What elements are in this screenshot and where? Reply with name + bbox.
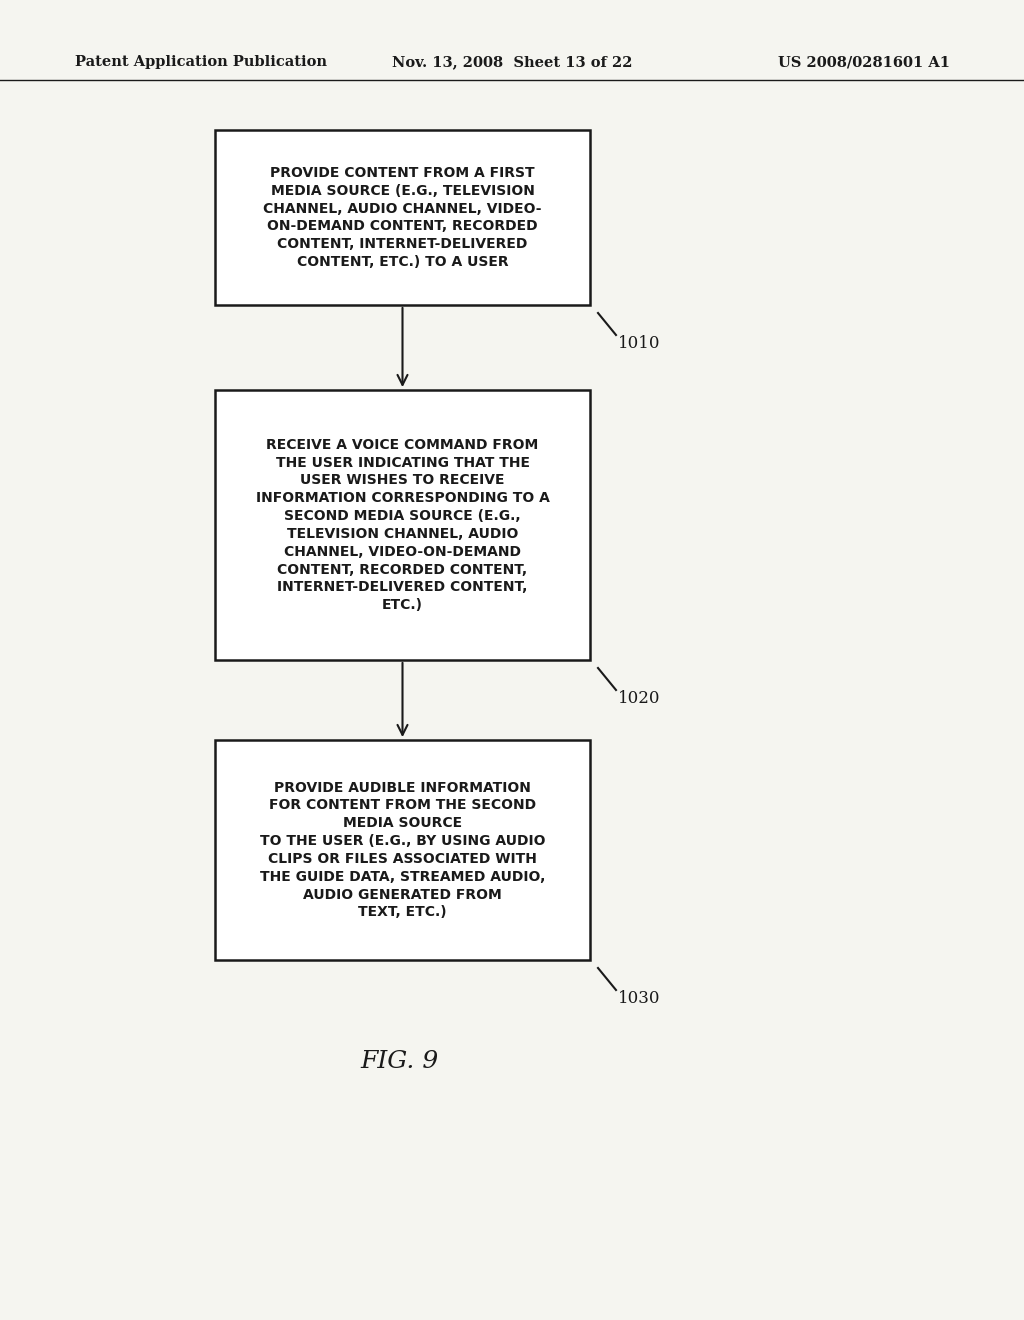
Text: 1020: 1020 xyxy=(618,690,660,708)
Bar xyxy=(215,741,590,960)
Text: 1010: 1010 xyxy=(618,335,660,352)
Text: PROVIDE CONTENT FROM A FIRST
MEDIA SOURCE (E.G., TELEVISION
CHANNEL, AUDIO CHANN: PROVIDE CONTENT FROM A FIRST MEDIA SOURC… xyxy=(263,166,542,269)
Text: Nov. 13, 2008  Sheet 13 of 22: Nov. 13, 2008 Sheet 13 of 22 xyxy=(392,55,632,69)
Text: US 2008/0281601 A1: US 2008/0281601 A1 xyxy=(778,55,950,69)
Text: 1030: 1030 xyxy=(618,990,660,1007)
Bar xyxy=(215,129,590,305)
Text: Patent Application Publication: Patent Application Publication xyxy=(75,55,327,69)
Text: FIG. 9: FIG. 9 xyxy=(360,1049,439,1073)
Text: PROVIDE AUDIBLE INFORMATION
FOR CONTENT FROM THE SECOND
MEDIA SOURCE
TO THE USER: PROVIDE AUDIBLE INFORMATION FOR CONTENT … xyxy=(260,780,545,920)
Text: RECEIVE A VOICE COMMAND FROM
THE USER INDICATING THAT THE
USER WISHES TO RECEIVE: RECEIVE A VOICE COMMAND FROM THE USER IN… xyxy=(256,438,550,612)
Bar xyxy=(215,389,590,660)
